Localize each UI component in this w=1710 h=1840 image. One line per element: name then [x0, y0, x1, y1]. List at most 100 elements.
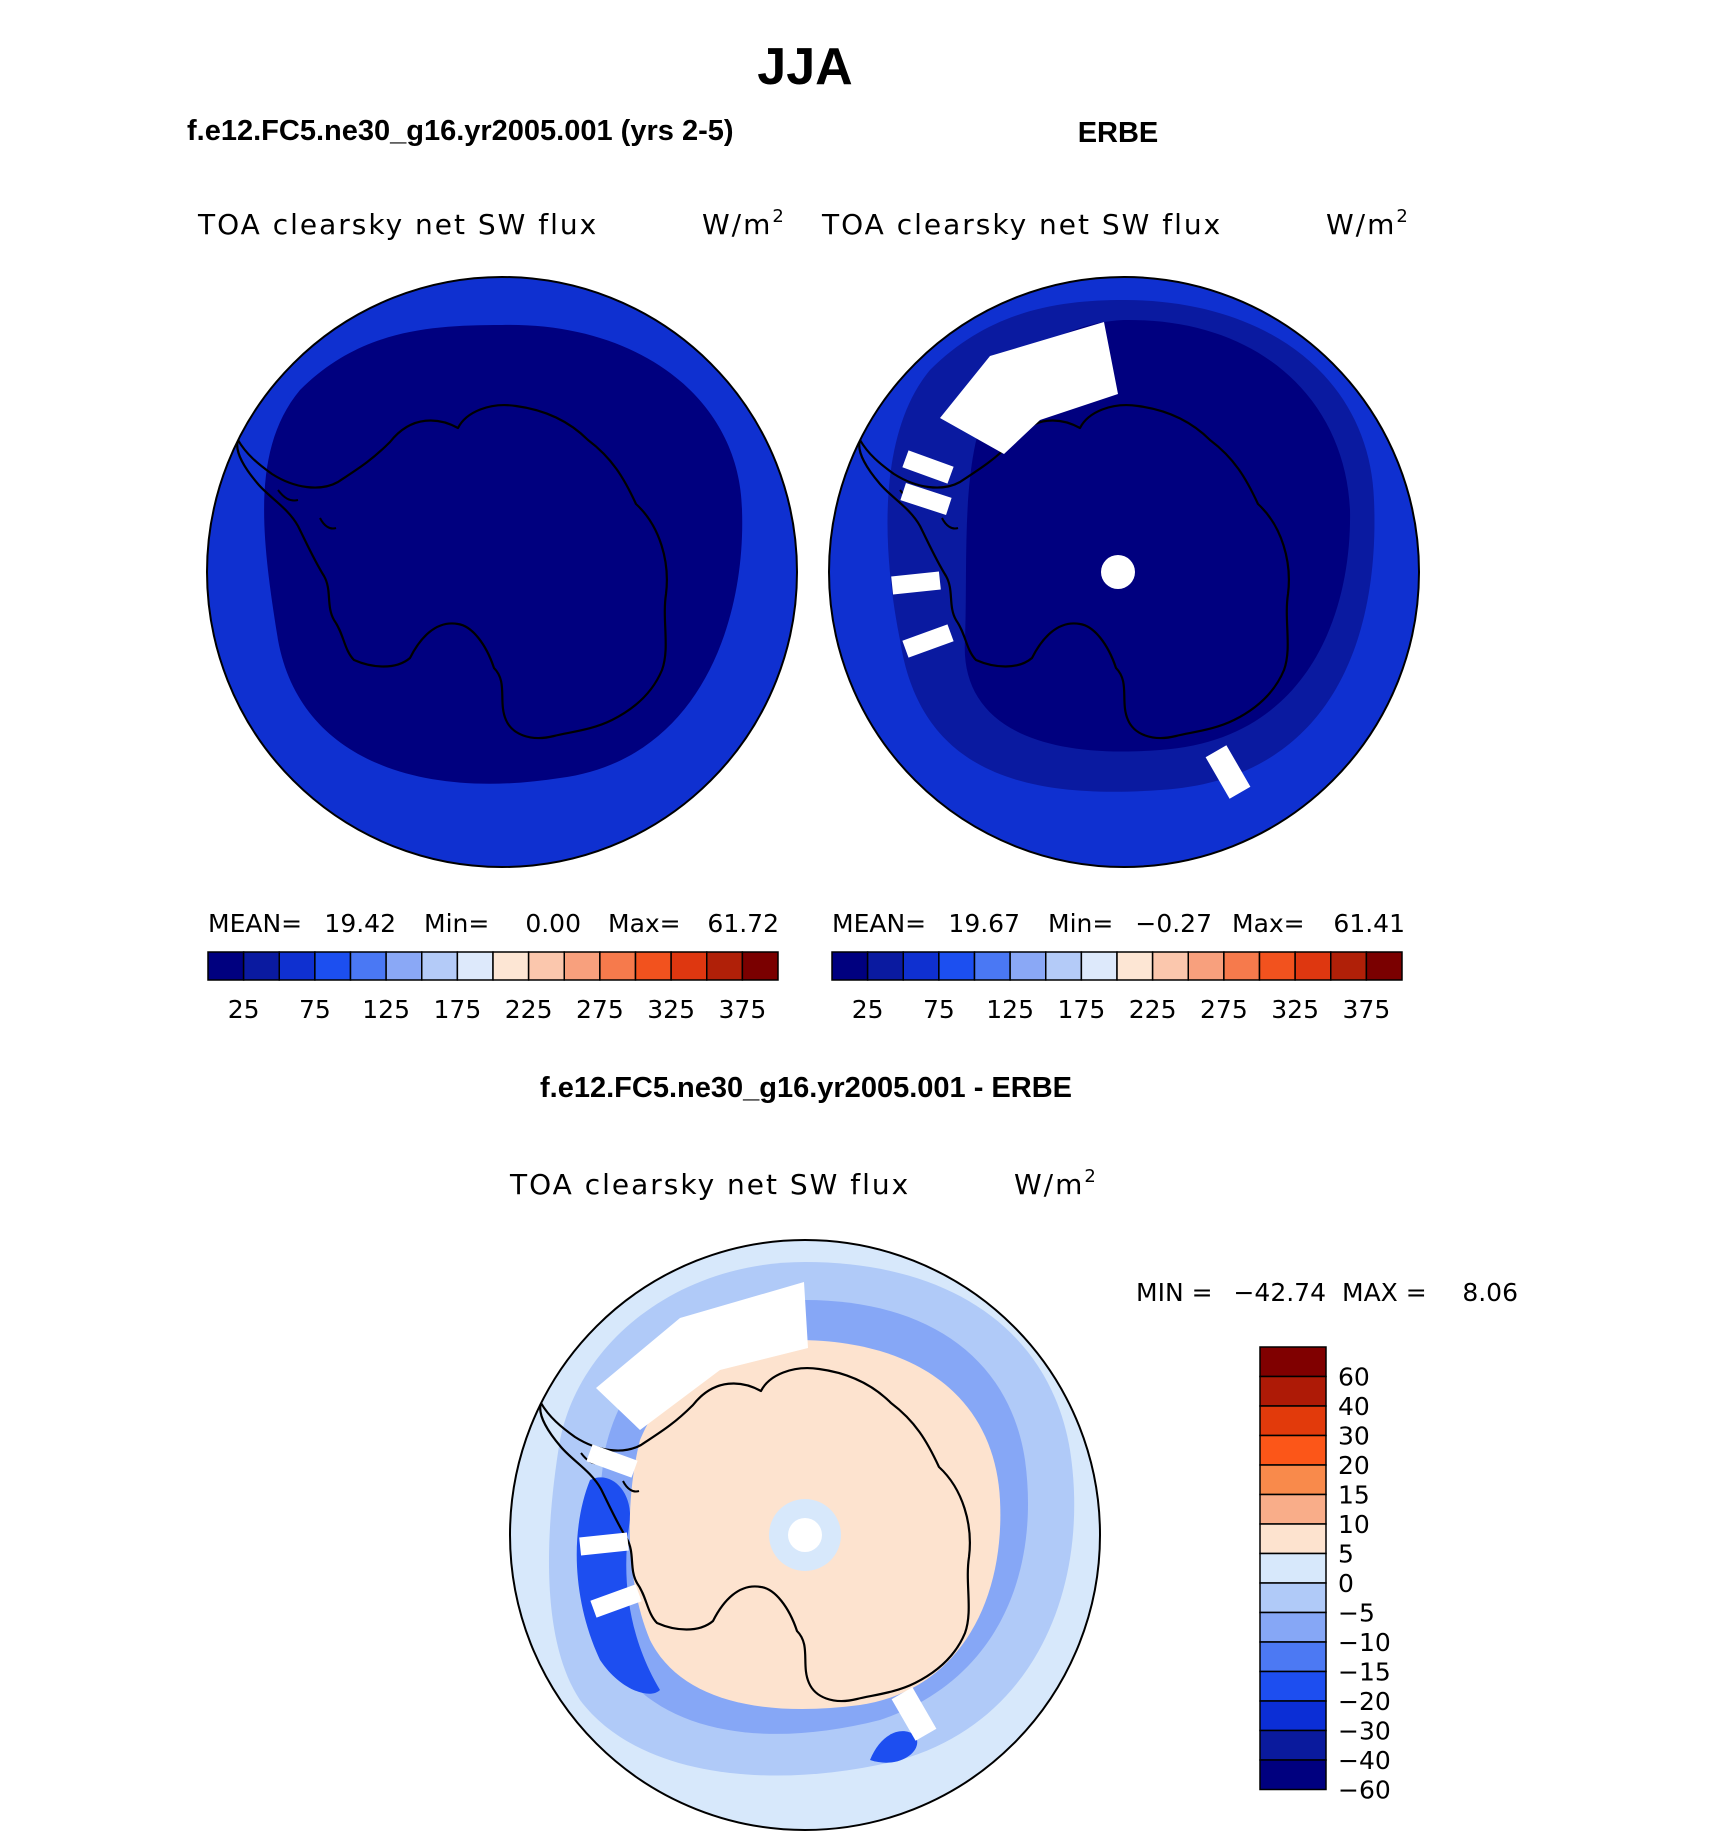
obs-units-label: W/m2: [1326, 206, 1410, 241]
model-colorbar-box: [314, 951, 352, 981]
obs-map-border: [828, 276, 1420, 868]
model-colorbar-tick-label: 125: [362, 995, 410, 1024]
obs-colorbar-tick-label: 275: [1200, 995, 1248, 1024]
diff-colorbar-tick-label: −20: [1338, 1687, 1391, 1716]
model-colorbar-box: [242, 951, 280, 981]
diff-colorbar-box: [1259, 1611, 1327, 1643]
obs-colorbar-tick-label: 25: [852, 995, 884, 1024]
obs-max-label: Max=: [1232, 909, 1305, 938]
obs-mean-label: MEAN=: [832, 909, 926, 938]
diff-map-border: [509, 1239, 1101, 1831]
model-mean-label: MEAN=: [208, 909, 302, 938]
obs-colorbar-tick-label: 375: [1343, 995, 1391, 1024]
diff-colorbar-tick-label: 60: [1338, 1363, 1370, 1392]
model-colorbar-box: [741, 951, 779, 981]
obs-panel: TOA clearsky net SW flux W/m2 MEAN= 19.6…: [821, 206, 1420, 1024]
diff-colorbar-tick-label: 30: [1338, 1422, 1370, 1451]
diff-stats: MIN = −42.74 MAX = 8.06: [1136, 1278, 1518, 1307]
model-colorbar-tick-label: 275: [576, 995, 624, 1024]
model-mean-value: 19.42: [324, 909, 396, 938]
model-colorbar-tick-label: 325: [647, 995, 695, 1024]
diff-min-value: −42.74: [1233, 1278, 1326, 1307]
obs-colorbar-box: [1330, 951, 1368, 981]
diff-colorbar-box: [1259, 1552, 1327, 1584]
diff-units-label: W/m2: [1014, 1166, 1098, 1201]
model-panel: TOA clearsky net SW flux W/m2 MEAN= 19.4…: [197, 206, 798, 1024]
model-colorbar-tick-label: 75: [299, 995, 331, 1024]
diff-colorbar-box: [1259, 1641, 1327, 1673]
obs-colorbar-box: [831, 951, 869, 981]
obs-missing-2: [900, 483, 952, 515]
obs-colorbar-box: [1223, 951, 1261, 981]
obs-missing-4: [902, 624, 954, 658]
diff-missing-pole: [788, 1518, 822, 1552]
obs-min-label: Min=: [1048, 909, 1113, 938]
diff-map: [510, 1240, 1100, 1830]
diff-colorbar-tick-label: 20: [1338, 1451, 1370, 1480]
model-variable-label: TOA clearsky net SW flux: [197, 208, 598, 241]
diff-missing-2: [579, 1532, 629, 1556]
obs-colorbar-box: [973, 951, 1011, 981]
obs-missing-arc: [940, 322, 1118, 454]
obs-colorbar-box: [1080, 951, 1118, 981]
diff-colorbar-tick-label: 0: [1338, 1569, 1354, 1598]
diff-colorbar-box: [1259, 1582, 1327, 1614]
obs-min-value: −0.27: [1135, 909, 1212, 938]
model-colorbar-tick-label: 225: [505, 995, 553, 1024]
diff-min-label: MIN =: [1136, 1278, 1213, 1307]
diff-colorbar-box: [1259, 1346, 1327, 1378]
diff-max-label: MAX =: [1342, 1278, 1427, 1307]
diff-missing-4: [891, 1687, 937, 1741]
model-colorbar-box: [385, 951, 423, 981]
diff-colorbar-tick-label: −30: [1338, 1717, 1391, 1746]
obs-colorbar-box: [1151, 951, 1189, 981]
model-field-inner: [264, 324, 743, 784]
obs-mean-value: 19.67: [948, 909, 1020, 938]
right-panel-title: ERBE: [1078, 117, 1159, 149]
obs-colorbar-box: [938, 951, 976, 981]
model-colorbar-box: [421, 951, 459, 981]
model-colorbar-tick-label: 375: [719, 995, 767, 1024]
diff-missing-arc: [596, 1282, 808, 1430]
obs-colorbar-box: [1365, 951, 1403, 981]
diff-missing-1: [586, 1444, 638, 1478]
obs-colorbar-box: [1116, 951, 1154, 981]
diff-colorbar-box: [1259, 1729, 1327, 1761]
model-colorbar-tick-label: 175: [434, 995, 482, 1024]
obs-colorbar-box: [1294, 951, 1332, 981]
model-stats: MEAN= 19.42 Min= 0.00 Max= 61.72: [208, 909, 779, 938]
obs-colorbar-tick-label: 325: [1271, 995, 1319, 1024]
diff-colorbar-tick-label: 10: [1338, 1510, 1370, 1539]
obs-missing-3: [891, 571, 941, 595]
diff-colorbar-tick-label: −10: [1338, 1628, 1391, 1657]
model-map-border: [206, 276, 798, 868]
diff-colorbar-tick-label: 40: [1338, 1392, 1370, 1421]
model-units-label: W/m2: [702, 206, 786, 241]
obs-colorbar-tick-label: 125: [986, 995, 1034, 1024]
diff-ring-strong-2: [870, 1731, 918, 1763]
model-colorbar-box: [278, 951, 316, 981]
diff-colorbar-box: [1259, 1700, 1327, 1732]
model-colorbar-box: [349, 951, 387, 981]
diff-missing-3: [590, 1584, 642, 1618]
obs-missing-5: [1205, 745, 1251, 799]
model-colorbar-box: [634, 951, 672, 981]
diff-colorbar-tick-label: 15: [1338, 1481, 1370, 1510]
diff-variable-label: TOA clearsky net SW flux: [509, 1168, 910, 1201]
obs-colorbar-box: [866, 951, 904, 981]
model-colorbar: 25 75 125 175 225 275 325 375: [207, 951, 779, 1024]
obs-colorbar-box: [902, 951, 940, 981]
diff-colorbar-tick-label: 5: [1338, 1540, 1354, 1569]
obs-missing-1: [902, 450, 954, 484]
diff-colorbar-box: [1259, 1434, 1327, 1466]
model-colorbar-tick-label: 25: [228, 995, 260, 1024]
obs-colorbar-box: [1009, 951, 1047, 981]
model-min-value: 0.00: [525, 909, 581, 938]
obs-colorbar-box: [1258, 951, 1296, 981]
obs-colorbar-box: [1045, 951, 1083, 981]
obs-colorbar-tick-label: 225: [1129, 995, 1177, 1024]
model-max-value: 61.72: [707, 909, 779, 938]
diff-colorbar-tick-label: −60: [1338, 1776, 1391, 1805]
diff-colorbar-tick-label: −5: [1338, 1599, 1375, 1628]
